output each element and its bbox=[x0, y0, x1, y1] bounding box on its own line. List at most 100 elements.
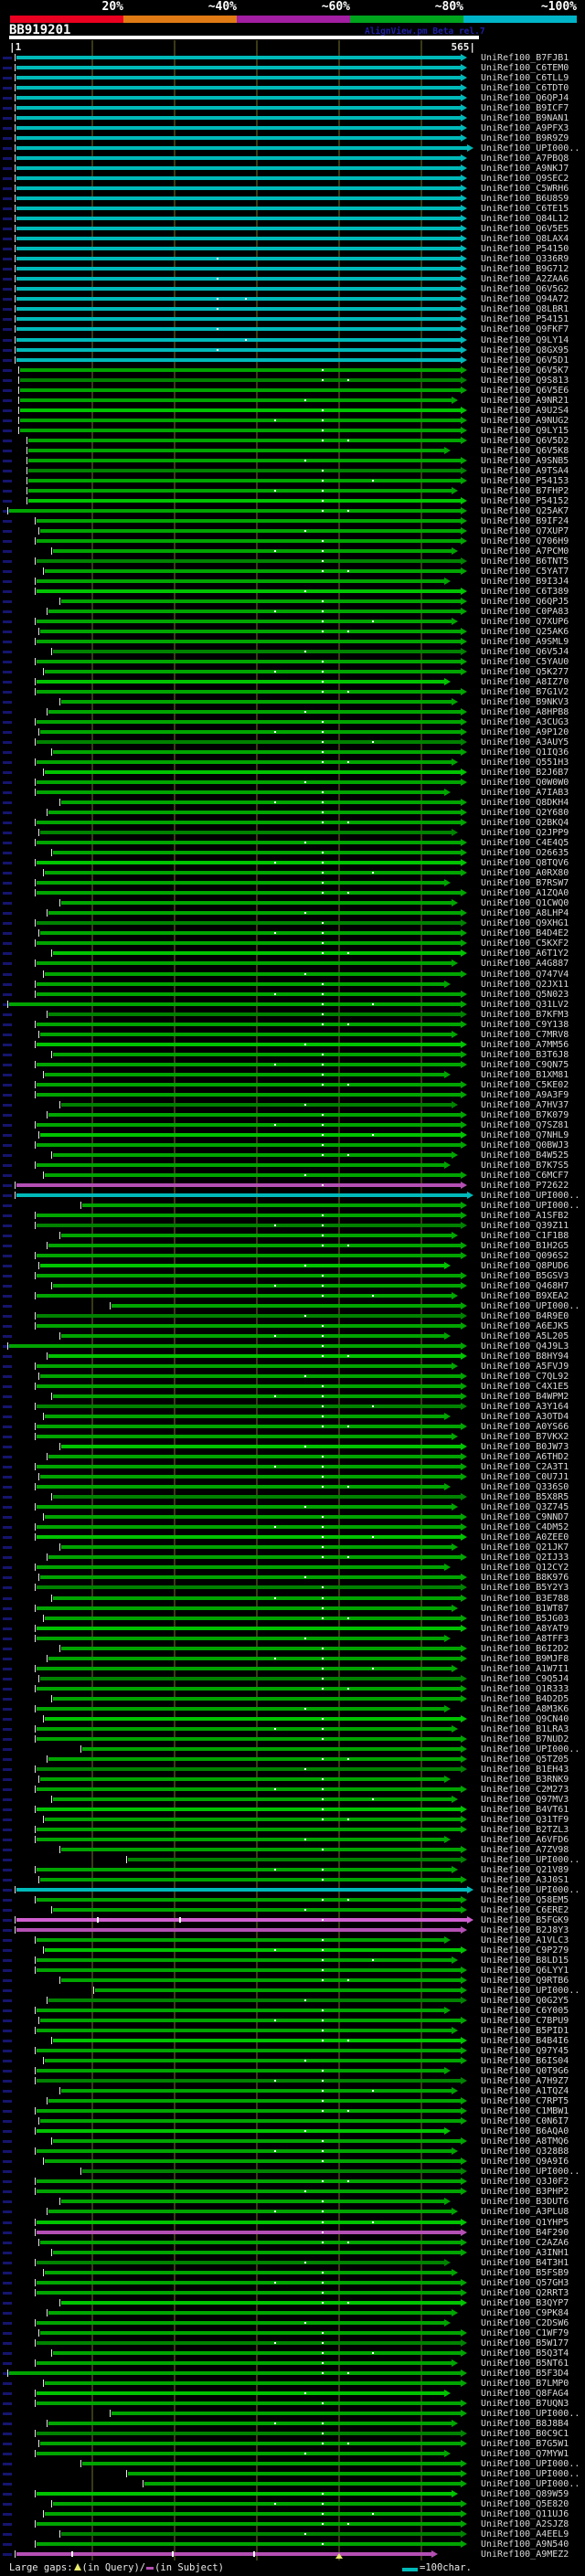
hit-label[interactable]: UniRef100_B1LRA3 bbox=[481, 1723, 569, 1734]
hit-row[interactable]: UniRef100_A8TMQ6 bbox=[0, 2136, 585, 2147]
hit-label[interactable]: UniRef100_C6ERE2 bbox=[481, 1905, 569, 1915]
hit-row[interactable]: UniRef100_B6TNT5 bbox=[0, 557, 585, 567]
hit-row[interactable]: UniRef100_C2M273 bbox=[0, 1785, 585, 1795]
hit-label[interactable]: UniRef100_B5GSV3 bbox=[481, 1270, 569, 1281]
hit-label[interactable]: UniRef100_B5F3D4 bbox=[481, 2368, 569, 2379]
hit-row[interactable]: UniRef100_Q6LYY1 bbox=[0, 1966, 585, 1976]
hit-row[interactable]: UniRef100_B2J8Y3 bbox=[0, 1925, 585, 1935]
hit-label[interactable]: UniRef100_A8YAT9 bbox=[481, 1623, 569, 1634]
hit-label[interactable]: UniRef100_B5NT61 bbox=[481, 2358, 569, 2369]
hit-label[interactable]: UniRef100_UPI000.. bbox=[481, 1744, 580, 1754]
hit-label[interactable]: UniRef100_A7IAB3 bbox=[481, 788, 569, 799]
hit-label[interactable]: UniRef100_A0ZEE0 bbox=[481, 1532, 569, 1543]
hit-row[interactable]: UniRef100_Q6V5E5 bbox=[0, 224, 585, 234]
hit-label[interactable]: UniRef100_B3E788 bbox=[481, 1593, 569, 1604]
hit-row[interactable]: UniRef100_A6T1Y2 bbox=[0, 949, 585, 959]
hit-row[interactable]: UniRef100_B8LD15 bbox=[0, 1956, 585, 1966]
hit-label[interactable]: UniRef100_C2A3T1 bbox=[481, 1462, 569, 1473]
hit-label[interactable]: UniRef100_Q89W59 bbox=[481, 2488, 569, 2499]
hit-label[interactable]: UniRef100_A9MEZ2 bbox=[481, 2549, 569, 2560]
hit-row[interactable]: UniRef100_C5KXF2 bbox=[0, 938, 585, 949]
hit-row[interactable]: UniRef100_Q57GH3 bbox=[0, 2278, 585, 2288]
hit-row[interactable]: UniRef100_B0JW73 bbox=[0, 1442, 585, 1452]
hit-label[interactable]: UniRef100_A4EEL9 bbox=[481, 2529, 569, 2539]
hit-row[interactable]: UniRef100_UPI000.. bbox=[0, 1191, 585, 1201]
hit-row[interactable]: UniRef100_C5KE02 bbox=[0, 1080, 585, 1090]
hit-row[interactable]: UniRef100_A7ZV98 bbox=[0, 1845, 585, 1855]
hit-row[interactable]: UniRef100_O26635 bbox=[0, 848, 585, 858]
hit-row[interactable]: UniRef100_Q2JPP9 bbox=[0, 828, 585, 838]
hit-label[interactable]: UniRef100_B9I3J4 bbox=[481, 576, 569, 587]
hit-row[interactable]: UniRef100_Q21V89 bbox=[0, 1865, 585, 1875]
hit-row[interactable]: UniRef100_C4X1E5 bbox=[0, 1382, 585, 1392]
hit-row[interactable]: UniRef100_B1WT87 bbox=[0, 1604, 585, 1614]
hit-row[interactable]: UniRef100_A1W7I1 bbox=[0, 1664, 585, 1674]
hit-label[interactable]: UniRef100_Q096S2 bbox=[481, 1250, 569, 1261]
hit-row[interactable]: UniRef100_B1H2G5 bbox=[0, 1241, 585, 1251]
hit-row[interactable]: UniRef100_B6IS04 bbox=[0, 2056, 585, 2066]
hit-label[interactable]: UniRef100_Q21JK7 bbox=[481, 1542, 569, 1553]
hit-label[interactable]: UniRef100_Q31TF9 bbox=[481, 1814, 569, 1825]
hit-row[interactable]: UniRef100_B9ICF7 bbox=[0, 103, 585, 113]
hit-row[interactable]: UniRef100_C7BPU9 bbox=[0, 2016, 585, 2026]
hit-label[interactable]: UniRef100_Q336R9 bbox=[481, 254, 569, 265]
hit-row[interactable]: UniRef100_P54153 bbox=[0, 476, 585, 486]
hit-label[interactable]: UniRef100_B8LD15 bbox=[481, 1956, 569, 1966]
hit-label[interactable]: UniRef100_C1WF79 bbox=[481, 2327, 569, 2338]
hit-row[interactable]: UniRef100_B5GSV3 bbox=[0, 1271, 585, 1281]
hit-label[interactable]: UniRef100_B1WT87 bbox=[481, 1603, 569, 1614]
hit-row[interactable]: UniRef100_UPI000.. bbox=[0, 143, 585, 154]
hit-label[interactable]: UniRef100_Q5TZ05 bbox=[481, 1754, 569, 1765]
hit-label[interactable]: UniRef100_Q11UJ6 bbox=[481, 2508, 569, 2519]
hit-label[interactable]: UniRef100_B3QYP7 bbox=[481, 2297, 569, 2308]
hit-label[interactable]: UniRef100_B9MJF8 bbox=[481, 1653, 569, 1664]
hit-row[interactable]: UniRef100_Q706H9 bbox=[0, 536, 585, 546]
hit-label[interactable]: UniRef100_C6MCF7 bbox=[481, 1170, 569, 1181]
hit-row[interactable]: UniRef100_B7K079 bbox=[0, 1110, 585, 1120]
hit-label[interactable]: UniRef100_B2TZL3 bbox=[481, 1824, 569, 1835]
hit-row[interactable]: UniRef100_C6Y005 bbox=[0, 2006, 585, 2016]
hit-row[interactable]: UniRef100_C7MRV8 bbox=[0, 1030, 585, 1040]
hit-row[interactable]: UniRef100_A1TQZ4 bbox=[0, 2086, 585, 2096]
hit-row[interactable]: UniRef100_C4DM52 bbox=[0, 1522, 585, 1532]
hit-row[interactable]: UniRef100_UPI000.. bbox=[0, 1986, 585, 1996]
hit-label[interactable]: UniRef100_B8HY94 bbox=[481, 1352, 569, 1362]
hit-label[interactable]: UniRef100_C9PK84 bbox=[481, 2307, 569, 2318]
hit-row[interactable]: UniRef100_C7RPT5 bbox=[0, 2096, 585, 2106]
hit-row[interactable]: UniRef100_A0RX80 bbox=[0, 868, 585, 878]
hit-label[interactable]: UniRef100_Q5K277 bbox=[481, 667, 569, 677]
hit-row[interactable]: UniRef100_Q11UJ6 bbox=[0, 2509, 585, 2519]
hit-row[interactable]: UniRef100_B5JG03 bbox=[0, 1614, 585, 1624]
hit-row[interactable]: UniRef100_B5FSB9 bbox=[0, 2268, 585, 2278]
hit-row[interactable]: UniRef100_Q336S0 bbox=[0, 1482, 585, 1492]
hit-label[interactable]: UniRef100_B7LMP0 bbox=[481, 2378, 569, 2389]
hit-row[interactable]: UniRef100_B9R9Z9 bbox=[0, 133, 585, 143]
hit-label[interactable]: UniRef100_C2M273 bbox=[481, 1784, 569, 1795]
hit-row[interactable]: UniRef100_Q6V5J4 bbox=[0, 647, 585, 657]
hit-row[interactable]: UniRef100_Q336R9 bbox=[0, 254, 585, 264]
hit-label[interactable]: UniRef100_B7FHP2 bbox=[481, 485, 569, 496]
hit-row[interactable]: UniRef100_B5NT61 bbox=[0, 2359, 585, 2369]
hit-row[interactable]: UniRef100_B4B4I6 bbox=[0, 2036, 585, 2046]
hit-label[interactable]: UniRef100_A8IZ70 bbox=[481, 677, 569, 687]
hit-label[interactable]: UniRef100_A6VFD6 bbox=[481, 1834, 569, 1845]
hit-label[interactable]: UniRef100_C6Y005 bbox=[481, 2006, 569, 2017]
hit-row[interactable]: UniRef100_A5FVJ9 bbox=[0, 1362, 585, 1372]
hit-label[interactable]: UniRef100_B9NKV3 bbox=[481, 697, 569, 707]
hit-label[interactable]: UniRef100_Q0BWJ3 bbox=[481, 1140, 569, 1150]
hit-row[interactable]: UniRef100_Q7SZ81 bbox=[0, 1120, 585, 1130]
hit-row[interactable]: UniRef100_B9IF24 bbox=[0, 516, 585, 526]
hit-row[interactable]: UniRef100_C6ERE2 bbox=[0, 1905, 585, 1915]
hit-label[interactable]: UniRef100_Q6V5K8 bbox=[481, 445, 569, 456]
hit-label[interactable]: UniRef100_A9SNB5 bbox=[481, 455, 569, 466]
hit-row[interactable]: UniRef100_B8HY94 bbox=[0, 1352, 585, 1362]
hit-row[interactable]: UniRef100_UPI000.. bbox=[0, 1744, 585, 1754]
hit-row[interactable]: UniRef100_UPI000.. bbox=[0, 1855, 585, 1865]
hit-row[interactable]: UniRef100_B0C9C1 bbox=[0, 2429, 585, 2439]
hit-row[interactable]: UniRef100_B1LRA3 bbox=[0, 1724, 585, 1734]
hit-row[interactable]: UniRef100_B5Y2Y3 bbox=[0, 1583, 585, 1593]
hit-row[interactable]: UniRef100_A4G887 bbox=[0, 959, 585, 969]
hit-row[interactable]: UniRef100_B3QYP7 bbox=[0, 2298, 585, 2308]
hit-row[interactable]: UniRef100_A8IZ70 bbox=[0, 677, 585, 687]
hit-label[interactable]: UniRef100_Q1CWQ0 bbox=[481, 898, 569, 909]
